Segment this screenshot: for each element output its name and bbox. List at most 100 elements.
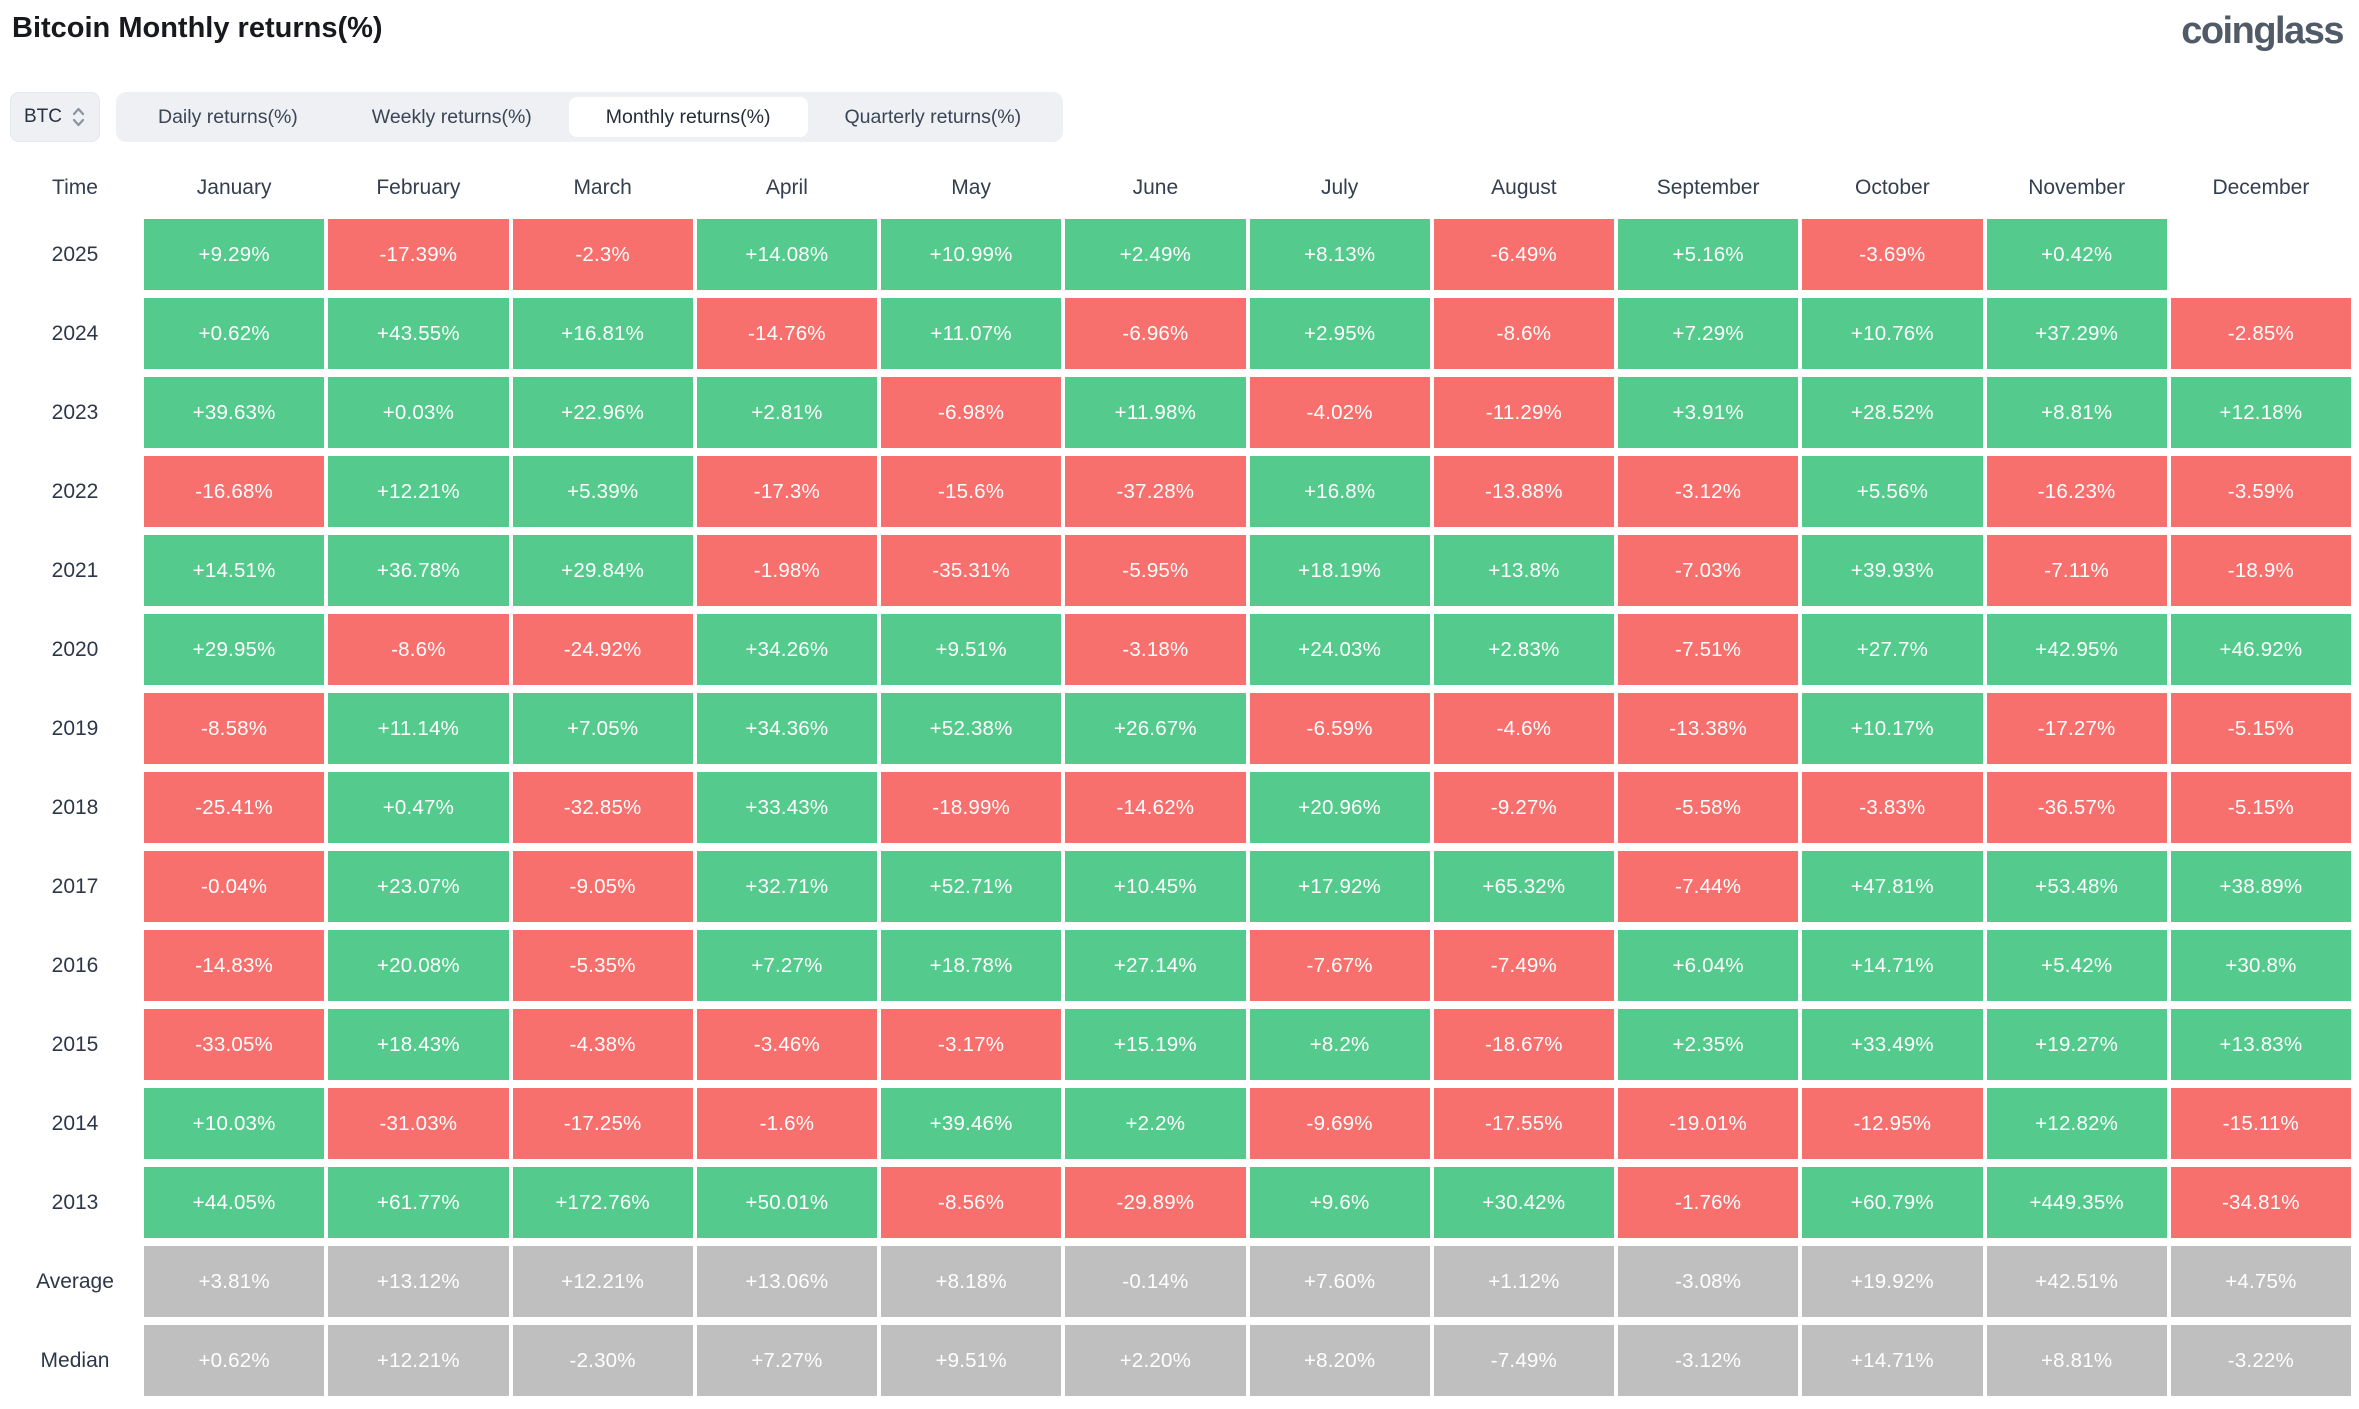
return-cell: -11.29% xyxy=(1433,377,1614,448)
return-cell: +24.03% xyxy=(1249,614,1430,685)
month-column-header: August xyxy=(1491,176,1557,199)
return-cell: +50.01% xyxy=(696,1167,877,1238)
return-cell: +5.39% xyxy=(512,456,693,527)
return-cell: +30.42% xyxy=(1433,1167,1614,1238)
return-cell: +6.04% xyxy=(1618,930,1799,1001)
return-cell: +37.29% xyxy=(1986,298,2167,369)
tab-daily-returns[interactable]: Daily returns(%) xyxy=(121,97,335,137)
symbol-select-value: BTC xyxy=(24,106,62,127)
return-cell: +4.75% xyxy=(2170,1246,2351,1317)
return-cell: -8.56% xyxy=(881,1167,1062,1238)
return-cell: +47.81% xyxy=(1802,851,1983,922)
month-column-header: April xyxy=(765,176,808,199)
controls-bar: BTC Daily returns(%) Weekly returns(%) Mon… xyxy=(10,92,2351,142)
return-cell: +2.83% xyxy=(1433,614,1614,685)
return-cell: +9.29% xyxy=(144,219,325,290)
return-cell: +33.43% xyxy=(696,772,877,843)
return-cell: -8.58% xyxy=(144,693,325,764)
row-label-2016: 2016 xyxy=(51,953,99,977)
return-cell: -3.22% xyxy=(2170,1325,2351,1396)
return-cell: -5.95% xyxy=(1065,535,1246,606)
return-cell: +13.83% xyxy=(2170,1009,2351,1080)
return-cell: -12.95% xyxy=(1802,1088,1983,1159)
return-cell: +19.92% xyxy=(1802,1246,1983,1317)
return-cell: +13.06% xyxy=(696,1246,877,1317)
return-cell: -29.89% xyxy=(1065,1167,1246,1238)
return-cell: -0.04% xyxy=(144,851,325,922)
return-cell: +5.42% xyxy=(1986,930,2167,1001)
return-cell: -17.39% xyxy=(328,219,509,290)
return-cell: +17.92% xyxy=(1249,851,1430,922)
return-cell: +3.81% xyxy=(144,1246,325,1317)
return-cell: -5.15% xyxy=(2170,772,2351,843)
return-cell: -31.03% xyxy=(328,1088,509,1159)
return-cell: +42.95% xyxy=(1986,614,2167,685)
return-cell: +9.6% xyxy=(1249,1167,1430,1238)
return-cell: -9.05% xyxy=(512,851,693,922)
chevron-up-down-icon xyxy=(71,106,86,128)
return-cell: -5.15% xyxy=(2170,693,2351,764)
symbol-select[interactable]: BTC xyxy=(10,92,100,142)
return-cell: -2.30% xyxy=(512,1325,693,1396)
return-cell: +19.27% xyxy=(1986,1009,2167,1080)
return-cell: +0.47% xyxy=(328,772,509,843)
return-cell: -7.51% xyxy=(1618,614,1799,685)
return-cell: +20.96% xyxy=(1249,772,1430,843)
month-column-header: July xyxy=(1320,176,1359,199)
return-cell: +0.03% xyxy=(328,377,509,448)
return-cell: +18.78% xyxy=(881,930,1062,1001)
return-cell: +12.18% xyxy=(2170,377,2351,448)
return-cell: +15.19% xyxy=(1065,1009,1246,1080)
return-cell: -3.08% xyxy=(1618,1246,1799,1317)
return-cell: +42.51% xyxy=(1986,1246,2167,1317)
return-cell: +10.03% xyxy=(144,1088,325,1159)
return-cell: -7.11% xyxy=(1986,535,2167,606)
return-cell: +39.63% xyxy=(144,377,325,448)
return-cell: +46.92% xyxy=(2170,614,2351,685)
return-cell: -7.49% xyxy=(1433,930,1614,1001)
return-cell: +65.32% xyxy=(1433,851,1614,922)
return-cell: -16.23% xyxy=(1986,456,2167,527)
return-cell: +1.12% xyxy=(1433,1246,1614,1317)
return-cell: -2.85% xyxy=(2170,298,2351,369)
return-cell: -17.55% xyxy=(1433,1088,1614,1159)
row-label-2014: 2014 xyxy=(51,1111,99,1135)
return-cell: +14.51% xyxy=(144,535,325,606)
return-cell: -13.38% xyxy=(1618,693,1799,764)
return-cell: +29.84% xyxy=(512,535,693,606)
return-cell: +8.18% xyxy=(881,1246,1062,1317)
tab-monthly-returns[interactable]: Monthly returns(%) xyxy=(568,97,808,137)
tab-weekly-returns[interactable]: Weekly returns(%) xyxy=(335,97,569,137)
tab-quarterly-returns[interactable]: Quarterly returns(%) xyxy=(808,97,1059,137)
return-cell: +8.13% xyxy=(1249,219,1430,290)
return-cell: +0.62% xyxy=(144,298,325,369)
return-cell: +20.08% xyxy=(328,930,509,1001)
time-column-header: Time xyxy=(52,176,98,199)
return-cell: +27.14% xyxy=(1065,930,1246,1001)
page-title: Bitcoin Monthly returns(%) xyxy=(12,12,383,44)
return-cell: +9.51% xyxy=(881,614,1062,685)
return-cell: +14.08% xyxy=(696,219,877,290)
return-cell: +12.21% xyxy=(328,456,509,527)
return-cell: +12.82% xyxy=(1986,1088,2167,1159)
return-cell: +13.8% xyxy=(1433,535,1614,606)
return-cell: -33.05% xyxy=(144,1009,325,1080)
return-cell: -6.59% xyxy=(1249,693,1430,764)
month-column-header: September xyxy=(1656,176,1760,199)
month-column-header: January xyxy=(196,176,272,199)
return-cell: -9.27% xyxy=(1433,772,1614,843)
return-cell: +34.36% xyxy=(696,693,877,764)
return-cell: -18.9% xyxy=(2170,535,2351,606)
return-cell: +44.05% xyxy=(144,1167,325,1238)
return-cell: +2.81% xyxy=(696,377,877,448)
return-cell: +60.79% xyxy=(1802,1167,1983,1238)
return-cell: +61.77% xyxy=(328,1167,509,1238)
return-cell: +29.95% xyxy=(144,614,325,685)
return-cell: +16.81% xyxy=(512,298,693,369)
row-label-2013: 2013 xyxy=(51,1190,99,1214)
return-cell: -6.96% xyxy=(1065,298,1246,369)
return-cell: +11.98% xyxy=(1065,377,1246,448)
return-cell: +8.81% xyxy=(1986,1325,2167,1396)
return-cell: -4.6% xyxy=(1433,693,1614,764)
return-cell: -3.69% xyxy=(1802,219,1983,290)
